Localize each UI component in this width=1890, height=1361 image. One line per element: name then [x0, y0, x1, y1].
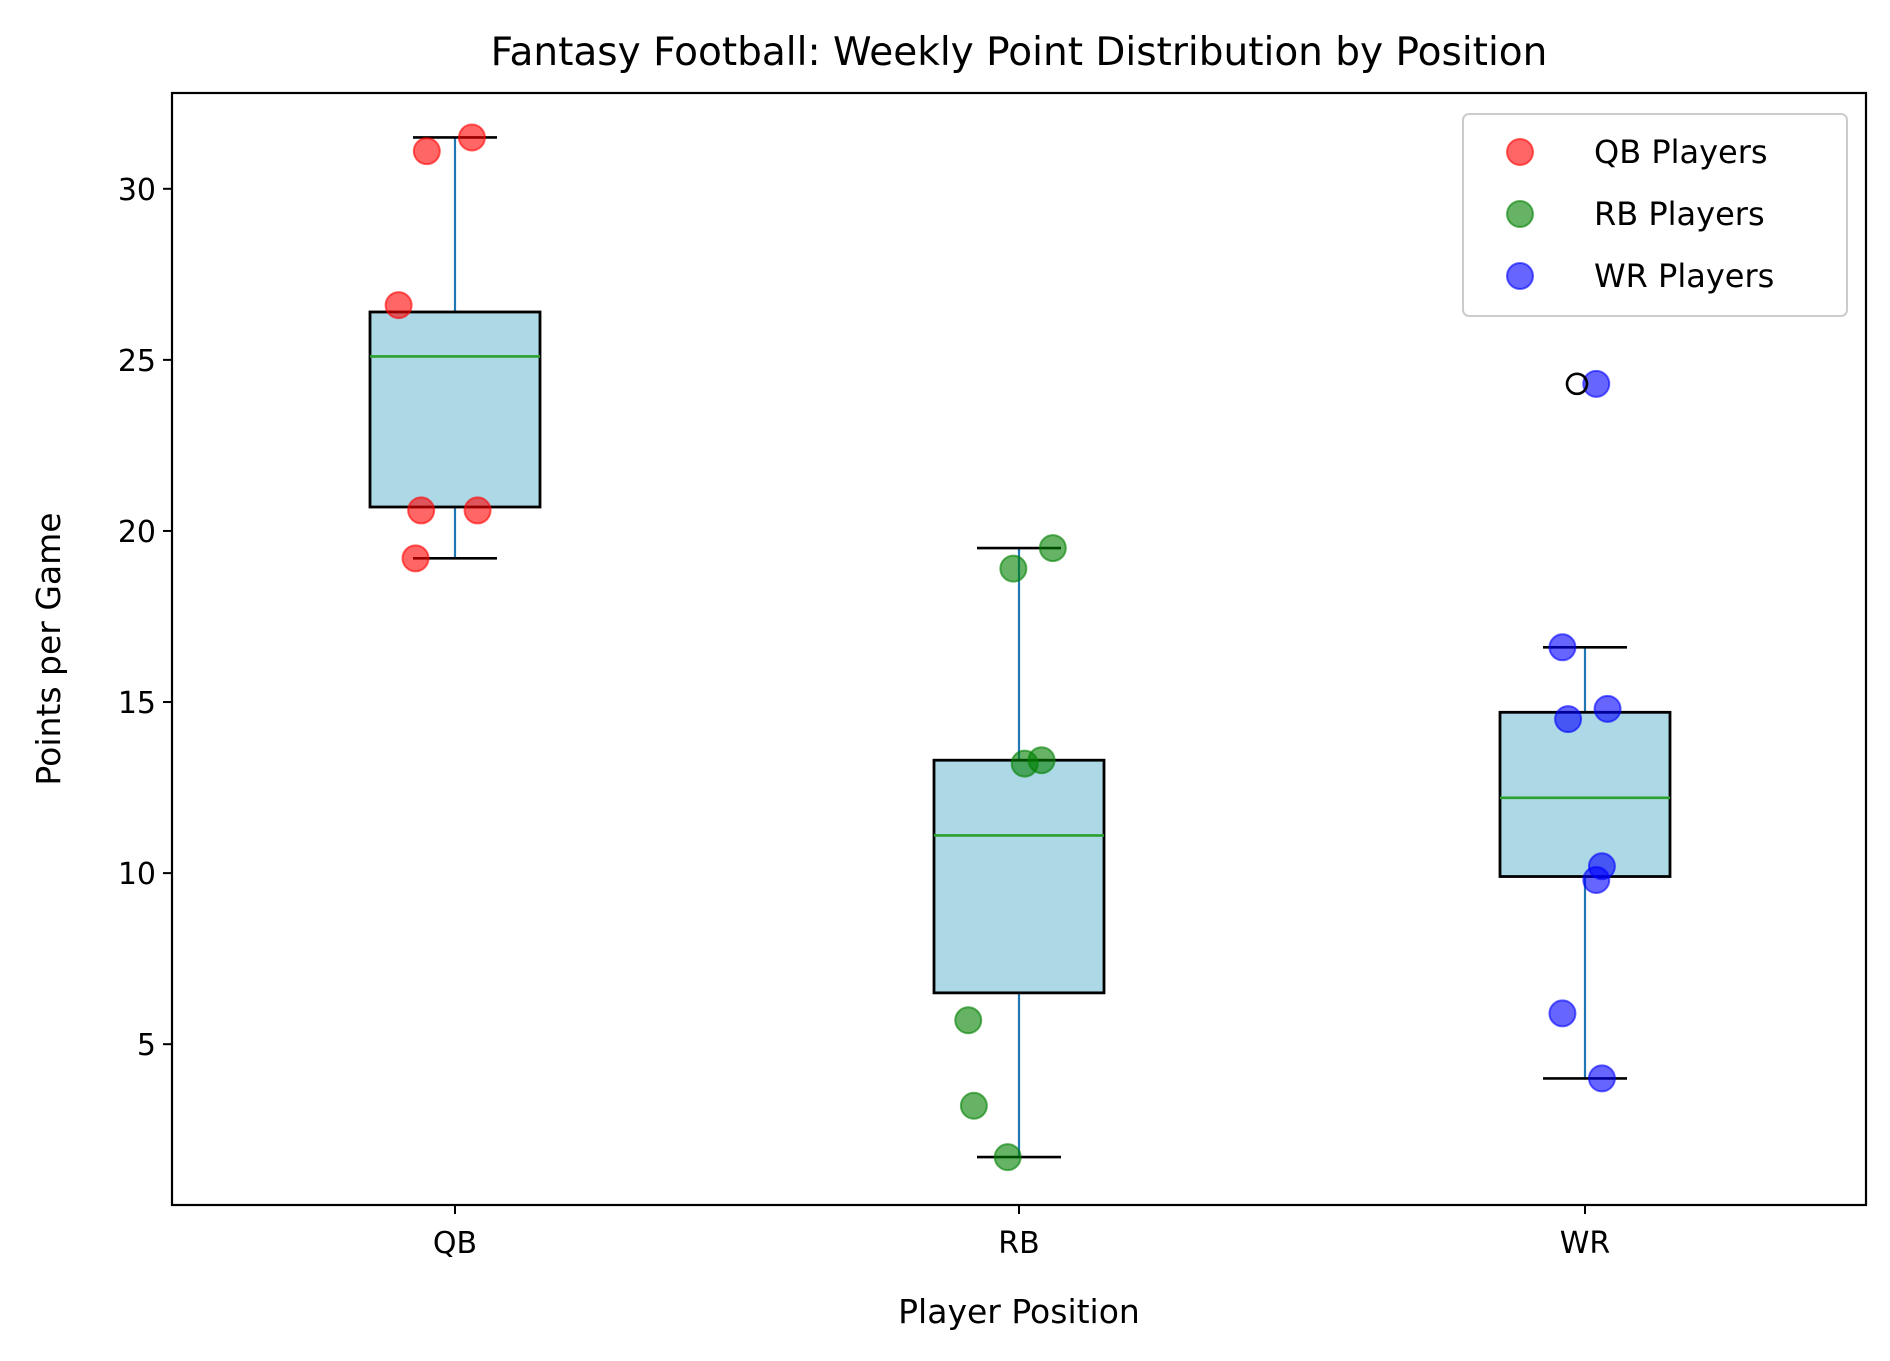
- y-tick-label: 10: [118, 857, 156, 892]
- data-point: [457, 123, 486, 152]
- y-tick-label: 25: [118, 344, 156, 379]
- data-point: [1548, 999, 1577, 1028]
- legend-frame: [1462, 113, 1848, 317]
- data-point: [1038, 534, 1067, 563]
- series-1-points: [954, 534, 1067, 1172]
- data-point: [1582, 865, 1611, 894]
- chart-title: Fantasy Football: Weekly Point Distribut…: [491, 30, 1548, 75]
- legend-label: RB Players: [1594, 195, 1765, 233]
- plot-area: [368, 123, 1672, 1172]
- y-tick-label: 5: [137, 1028, 156, 1063]
- data-point: [412, 137, 441, 166]
- box-body: [368, 310, 542, 509]
- box-wr: [1498, 645, 1672, 1080]
- data-point: [384, 291, 413, 320]
- y-tick-label: 15: [118, 686, 156, 721]
- box-body: [1498, 710, 1672, 878]
- legend-marker: [1506, 138, 1534, 166]
- outlier-marker: [1565, 372, 1589, 396]
- y-tick-label: 30: [118, 173, 156, 208]
- data-point: [1587, 1064, 1616, 1093]
- data-point: [1593, 694, 1622, 723]
- data-point: [1582, 369, 1611, 398]
- legend-marker: [1506, 262, 1534, 290]
- legend: QB Players RB Players WR Players: [1462, 113, 1848, 317]
- x-tick-label: RB: [998, 1226, 1039, 1261]
- data-point: [954, 1006, 983, 1035]
- x-axis-title: Player Position: [898, 1292, 1140, 1331]
- data-point: [407, 496, 436, 525]
- y-tick-label: 20: [118, 515, 156, 550]
- axes: 5 10 15 20 25 30 QB RB WR: [118, 91, 1868, 1261]
- data-point: [1548, 633, 1577, 662]
- x-tick-label: WR: [1560, 1226, 1611, 1261]
- data-point: [959, 1091, 988, 1120]
- data-point: [999, 554, 1028, 583]
- series-0-points: [384, 123, 492, 573]
- data-point: [993, 1143, 1022, 1172]
- y-axis-title: Points per Game: [29, 512, 68, 785]
- legend-label: QB Players: [1594, 133, 1768, 171]
- legend-label: WR Players: [1594, 257, 1774, 295]
- legend-marker: [1506, 200, 1534, 228]
- data-point: [1554, 705, 1583, 734]
- x-tick-label: QB: [433, 1226, 477, 1261]
- data-point: [401, 544, 430, 573]
- series-2-points: [1548, 369, 1622, 1093]
- data-point: [463, 496, 492, 525]
- box-body: [932, 758, 1106, 995]
- data-point: [1010, 749, 1039, 778]
- box-rb: [932, 546, 1106, 1159]
